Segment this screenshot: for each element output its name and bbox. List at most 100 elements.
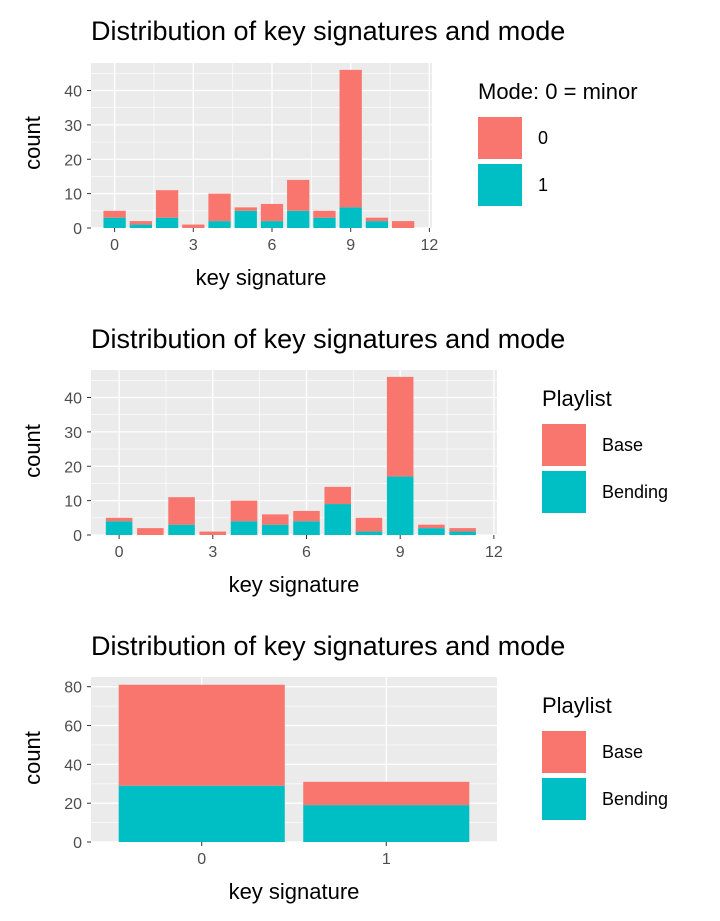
legend: Playlist Base Bending xyxy=(542,386,668,513)
bar-1 xyxy=(155,217,179,228)
bar-base xyxy=(293,510,320,522)
x-tick-label: 9 xyxy=(346,237,355,254)
y-tick-label: 20 xyxy=(64,152,82,169)
legend-label-0: 0 xyxy=(538,128,548,148)
legend-label-1: 1 xyxy=(538,175,548,195)
bar-bending xyxy=(168,524,195,535)
bar-bending xyxy=(303,805,470,842)
bar-base xyxy=(230,500,258,522)
x-tick-label: 9 xyxy=(396,544,405,561)
bar-bending xyxy=(230,521,258,535)
plot-background xyxy=(91,370,497,535)
bar-bending xyxy=(355,531,383,535)
bar-base xyxy=(386,376,414,477)
bar-0 xyxy=(313,210,336,218)
bar-0 xyxy=(182,224,205,228)
legend-key-0 xyxy=(478,117,522,159)
bar-0 xyxy=(339,69,362,208)
legend-key-base xyxy=(542,424,586,466)
legend-key-bending xyxy=(542,471,586,513)
y-tick-label: 30 xyxy=(64,425,82,442)
bar-bending xyxy=(105,521,133,535)
bar-base xyxy=(118,684,285,786)
bar-bending xyxy=(261,524,289,535)
legend-title: Playlist xyxy=(542,386,612,411)
x-tick-label: 0 xyxy=(197,851,206,868)
y-axis-title: count xyxy=(20,424,45,478)
y-tick-label: 0 xyxy=(73,221,82,238)
y-tick-label: 30 xyxy=(64,118,82,135)
y-axis-title: count xyxy=(20,731,45,785)
bar-0 xyxy=(155,190,179,218)
x-tick-label: 0 xyxy=(110,237,119,254)
bar-base xyxy=(168,497,195,525)
x-axis-title: key signature xyxy=(229,572,360,597)
bar-bending xyxy=(449,531,476,535)
x-tick-label: 3 xyxy=(189,237,198,254)
x-axis-title: key signature xyxy=(229,879,360,904)
bar-1 xyxy=(234,210,257,228)
y-tick-label: 40 xyxy=(64,84,82,101)
x-tick-label: 12 xyxy=(485,544,503,561)
bar-1 xyxy=(103,217,126,228)
y-tick-label: 40 xyxy=(64,391,82,408)
bar-base xyxy=(449,528,476,532)
legend-title: Playlist xyxy=(542,693,612,718)
bar-0 xyxy=(365,217,389,222)
bar-1 xyxy=(129,224,152,228)
bar-0 xyxy=(287,179,310,211)
bar-0 xyxy=(129,221,152,225)
legend-key-base xyxy=(542,731,586,773)
chart-panel-2: Distribution of key signatures and mode 0… xyxy=(20,324,668,597)
bar-1 xyxy=(287,210,310,228)
x-tick-label: 12 xyxy=(420,237,438,254)
bar-base xyxy=(418,524,445,529)
bar-1 xyxy=(365,221,389,228)
legend: Playlist Base Bending xyxy=(542,693,668,820)
chart-title: Distribution of key signatures and mode xyxy=(91,631,565,661)
bar-base xyxy=(199,531,227,535)
bar-0 xyxy=(103,210,126,218)
chart-title: Distribution of key signatures and mode xyxy=(91,324,565,354)
y-tick-label: 20 xyxy=(64,796,82,813)
y-tick-label: 10 xyxy=(64,187,82,204)
y-tick-label: 0 xyxy=(73,528,82,545)
chart-panel-3: Distribution of key signatures and mode 0… xyxy=(20,631,668,904)
bar-1 xyxy=(260,221,284,228)
bar-base xyxy=(105,517,133,522)
x-tick-label: 1 xyxy=(382,851,391,868)
bar-bending xyxy=(118,785,285,842)
y-tick-label: 10 xyxy=(64,494,82,511)
legend-label-base: Base xyxy=(602,435,643,455)
legend-title: Mode: 0 = minor xyxy=(478,79,638,104)
y-tick-label: 60 xyxy=(64,719,82,736)
bar-0 xyxy=(260,203,284,222)
x-tick-label: 6 xyxy=(302,544,311,561)
bar-bending xyxy=(324,504,351,535)
legend-label-base: Base xyxy=(602,742,643,762)
legend-key-bending xyxy=(542,778,586,820)
bar-base xyxy=(137,528,164,535)
y-tick-label: 0 xyxy=(73,835,82,852)
plot-background xyxy=(91,63,432,228)
legend-label-bending: Bending xyxy=(602,482,668,502)
bar-base xyxy=(324,486,351,505)
bar-0 xyxy=(234,207,257,211)
bar-bending xyxy=(386,476,414,535)
chart-panel-1: Distribution of key signatures and mode 0… xyxy=(20,16,638,290)
bar-1 xyxy=(313,217,336,228)
bar-base xyxy=(303,781,470,806)
bar-0 xyxy=(208,193,231,222)
x-axis-title: key signature xyxy=(196,265,327,290)
y-axis-title: count xyxy=(20,116,45,170)
y-tick-label: 40 xyxy=(64,757,82,774)
x-tick-label: 6 xyxy=(268,237,277,254)
legend-label-bending: Bending xyxy=(602,789,668,809)
bar-0 xyxy=(391,221,415,228)
y-tick-label: 20 xyxy=(64,459,82,476)
chart-title: Distribution of key signatures and mode xyxy=(91,16,565,46)
y-tick-label: 80 xyxy=(64,680,82,697)
bar-1 xyxy=(339,207,362,228)
x-tick-label: 0 xyxy=(115,544,124,561)
